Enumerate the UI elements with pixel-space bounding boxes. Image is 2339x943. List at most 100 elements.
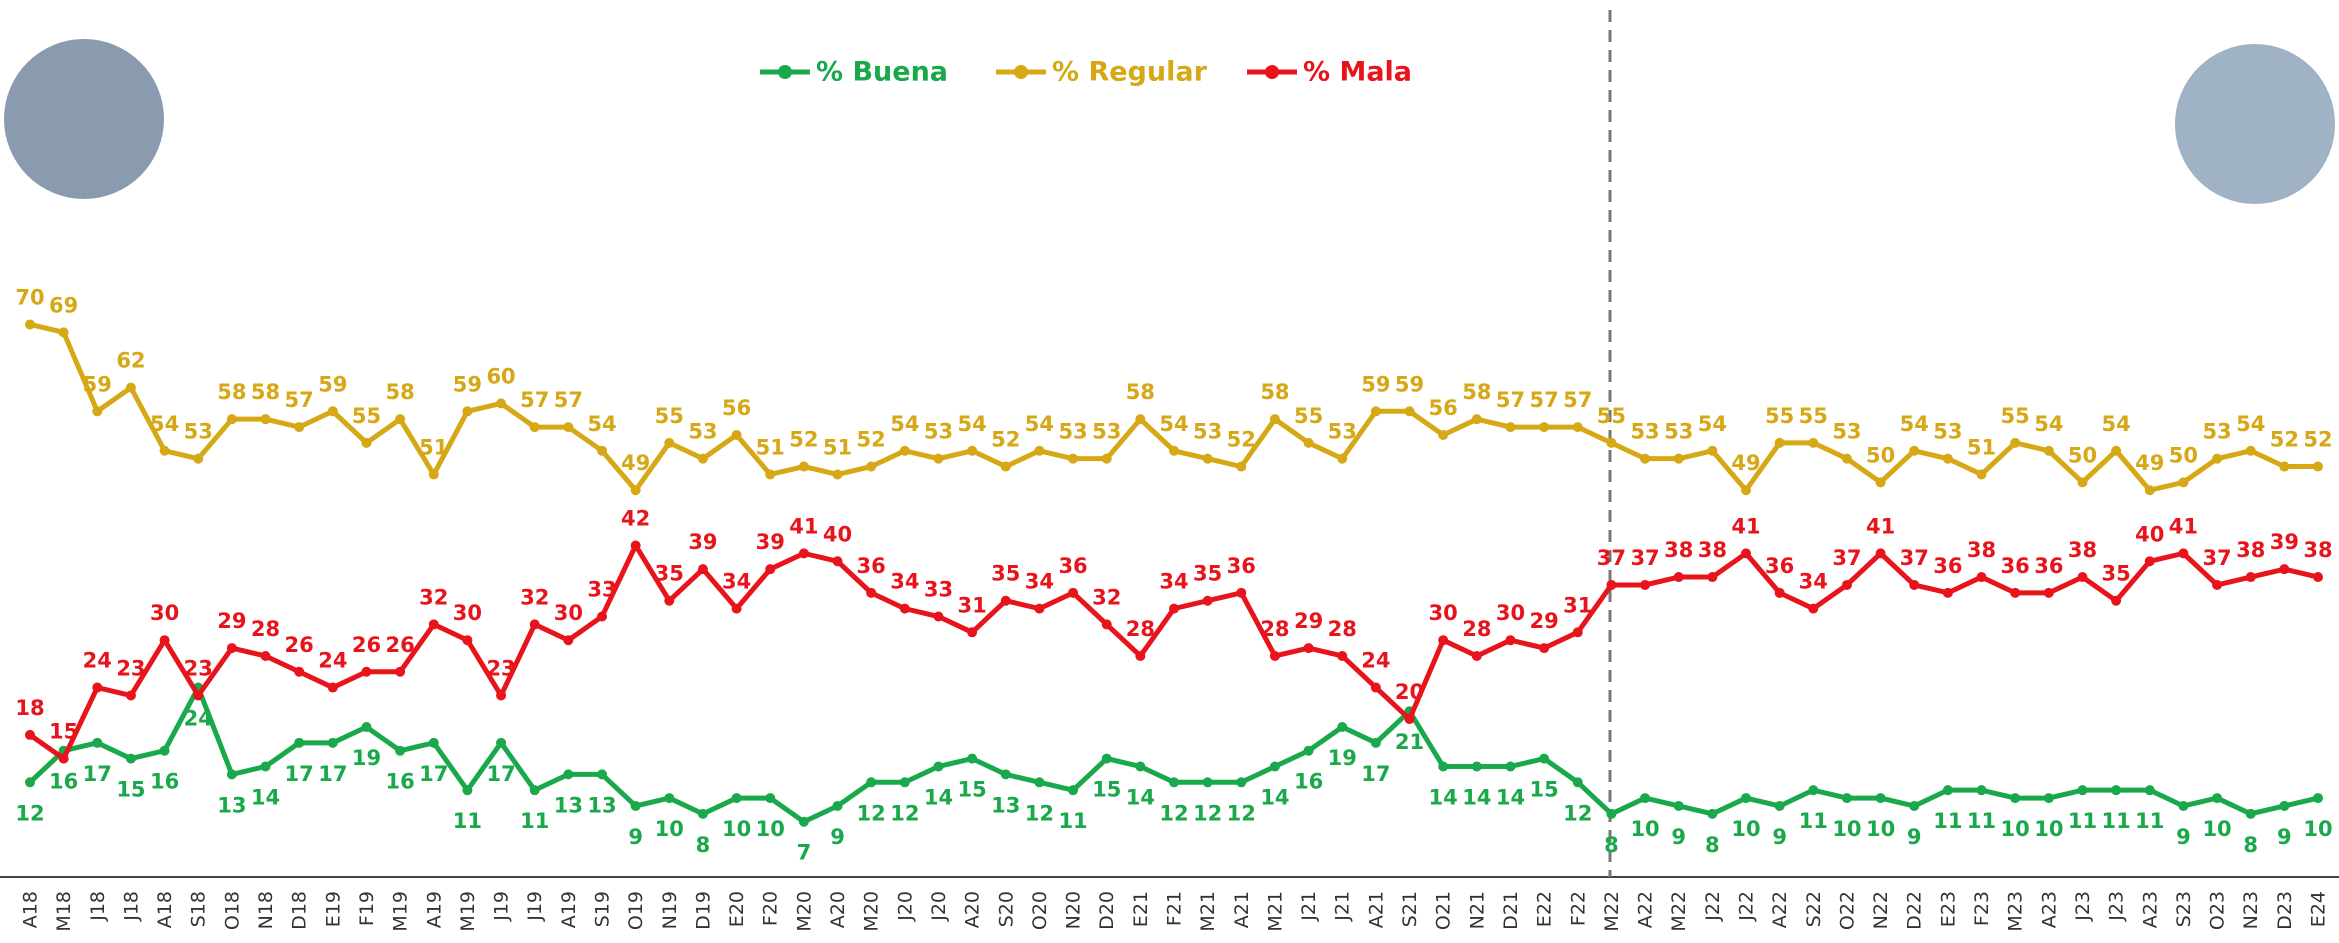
point [193,453,204,464]
x-tick-label: D22 [1904,891,1926,930]
x-tick-label: E21 [1130,891,1152,927]
data-label: 21 [1395,730,1424,754]
x-tick-label: A18 [20,891,42,928]
data-label: 11 [1967,809,1996,833]
x-tick-label: M23 [2005,891,2027,932]
point [2178,477,2189,488]
point [1539,422,1550,433]
point [294,737,305,748]
x-tick-label: F21 [1164,891,1186,926]
point [2212,793,2223,804]
data-label: 11 [1933,809,1962,833]
point [1438,761,1449,772]
point [125,753,136,764]
data-label: 53 [184,420,213,444]
x-tick-label: O20 [1029,891,1051,930]
data-label: 20 [1395,680,1424,704]
point [428,469,439,480]
data-label: 54 [1159,412,1188,436]
data-label: 14 [251,785,280,809]
data-label: 58 [386,380,415,404]
legend-dot [1014,65,1028,79]
data-label: 57 [520,388,549,412]
data-label: 31 [1563,593,1592,617]
point [630,485,641,496]
x-tick-label: M20 [793,891,815,932]
data-label: 53 [1328,420,1357,444]
data-label: 35 [991,562,1020,586]
point [125,382,136,393]
x-tick-label: A20 [962,891,984,928]
data-label: 57 [1496,388,1525,412]
data-label: 26 [386,633,415,657]
point [1909,579,1920,590]
point [933,453,944,464]
data-label: 15 [1092,778,1121,802]
point [1303,643,1314,654]
data-label: 12 [1025,801,1054,825]
x-tick-label: S23 [2173,891,2195,927]
point [731,793,742,804]
point [1269,414,1280,425]
data-label: 13 [991,793,1020,817]
x-tick-label: N22 [1870,891,1892,929]
x-tick-label: A23 [2038,891,2060,928]
data-label: 37 [1597,546,1626,570]
x-tick-label: S21 [1399,891,1421,927]
data-label: 37 [1630,546,1659,570]
point [2010,437,2021,448]
point [92,406,103,417]
point [765,469,776,480]
x-tick-label: S18 [188,891,210,927]
point [2077,477,2088,488]
data-label: 35 [655,562,684,586]
point [2111,595,2122,606]
data-label: 34 [890,570,919,594]
data-label: 32 [1092,585,1121,609]
point [2212,579,2223,590]
point [2111,445,2122,456]
data-label: 37 [1832,546,1861,570]
x-tick-label: M18 [53,891,75,932]
data-label: 12 [890,801,919,825]
data-label: 11 [2135,809,2164,833]
x-tick-label: S22 [1803,891,1825,927]
data-label: 12 [1563,801,1592,825]
data-label: 13 [554,793,583,817]
point [58,327,69,338]
data-label: 34 [1025,570,1054,594]
point [697,564,708,575]
point [2313,793,2323,804]
data-label: 33 [924,578,953,602]
point [1875,477,1886,488]
legend-label: % Mala [1303,57,1412,88]
point [866,587,877,598]
data-label: 34 [1159,570,1188,594]
point [933,611,944,622]
data-label: 41 [1731,514,1760,538]
data-label: 10 [1832,817,1861,841]
data-label: 54 [890,412,919,436]
point [1034,603,1045,614]
point [697,808,708,819]
data-label: 29 [1294,609,1323,633]
data-label: 50 [1866,443,1895,467]
point [428,619,439,630]
data-label: 52 [2303,428,2332,452]
point [1169,777,1179,788]
point [529,619,540,630]
data-label: 23 [116,656,145,680]
point [1135,414,1146,425]
point [1606,579,1617,590]
data-label: 23 [184,656,213,680]
data-label: 14 [1429,785,1458,809]
x-tick-label: M20 [861,891,883,932]
point [933,761,944,772]
x-tick-label: N19 [659,891,681,929]
x-tick-label: N21 [1466,891,1488,929]
point [1202,453,1213,464]
data-label: 10 [655,817,684,841]
x-tick-label: J21 [1332,891,1354,922]
point [496,398,507,409]
x-tick-label: F20 [760,891,782,926]
